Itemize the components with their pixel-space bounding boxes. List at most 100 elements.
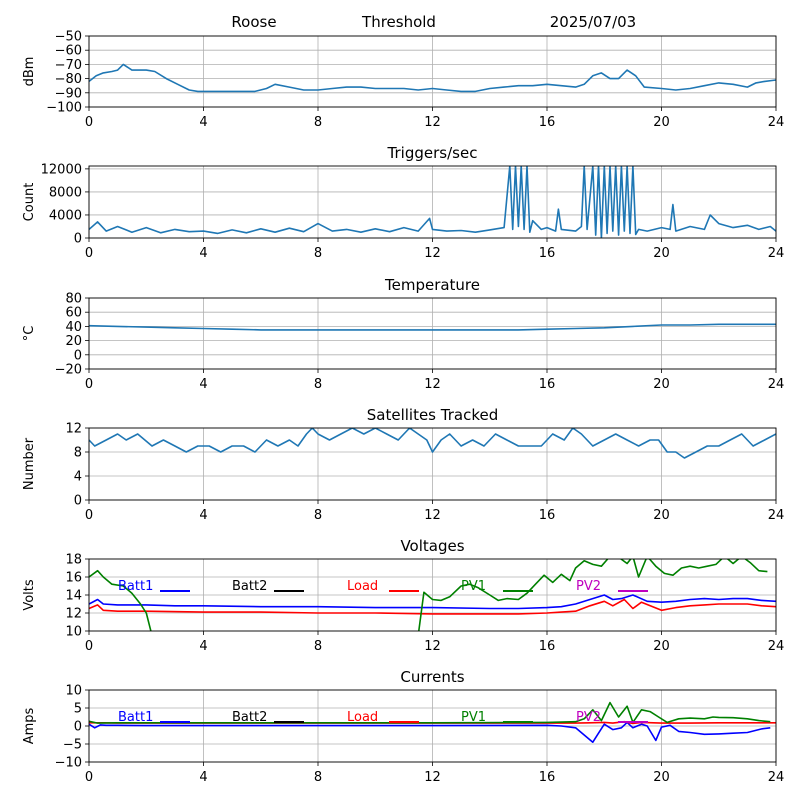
- triggers-ytick-label: 12000: [41, 162, 82, 177]
- triggers-ytick-label: 8000: [49, 185, 82, 200]
- header-mode: Threshold: [361, 13, 436, 31]
- temperature-xtick-label: 12: [424, 377, 441, 392]
- triggers-xtick-label: 12: [424, 246, 441, 261]
- triggers-xtick-label: 24: [768, 246, 785, 261]
- voltages-legend-pv2-label: PV2: [576, 579, 601, 594]
- currents-xtick-label: 0: [85, 770, 93, 785]
- satellites-title: Satellites Tracked: [367, 406, 498, 424]
- triggers-panel: 0 4 8 12 16 20 24 0 4000 8000 12000 Triggers/sec Cou…: [22, 144, 784, 261]
- satellites-ytick-label: 8: [74, 446, 82, 461]
- triggers-ytick-label: 0: [74, 232, 82, 247]
- triggers-xtick-label: 0: [85, 246, 93, 261]
- signal-ytick-label: −100: [46, 101, 82, 116]
- currents-ytick-label: 0: [74, 720, 82, 735]
- temperature-series-0-line: [89, 323, 776, 331]
- triggers-ylabel: Count: [22, 183, 37, 222]
- temperature-ylabel: °C: [22, 326, 37, 342]
- voltages-xtick-label: 12: [424, 639, 441, 654]
- signal-ytick-label: −80: [55, 72, 82, 87]
- satellites-panel: 0 4 8 12 16 20 24 0 4 8 12 Satellites Tracked Number: [22, 406, 784, 523]
- currents-legend-batt1-label: Batt1: [118, 710, 153, 725]
- satellites-xtick-label: 0: [85, 508, 93, 523]
- currents-axes-frame: [88, 689, 777, 763]
- currents-title: Currents: [400, 668, 464, 686]
- voltages-panel: 0 4 8 12 16 20 24 10 12 14 16 18 Voltages Volts Batt1 B…: [22, 537, 784, 654]
- triggers-ytick-label: 4000: [49, 208, 82, 223]
- currents-ytick-label: −10: [55, 756, 82, 771]
- signal-ytick-label: −90: [55, 86, 82, 101]
- signal-ytick-label: −50: [55, 30, 82, 45]
- satellites-ylabel: Number: [22, 437, 37, 490]
- temperature-ytick-label: 40: [65, 320, 82, 335]
- temperature-xtick-label: 16: [539, 377, 556, 392]
- satellites-series-0-line: [89, 428, 776, 459]
- header-station: Roose: [231, 13, 276, 31]
- temperature-ytick-label: −20: [55, 363, 82, 378]
- satellites-axes-frame: [88, 427, 777, 501]
- currents-xtick-label: 8: [314, 770, 322, 785]
- signal-xtick-label: 16: [539, 115, 556, 130]
- satellites-ytick-label: 12: [65, 422, 82, 437]
- currents-xtick-label: 24: [768, 770, 785, 785]
- voltages-xtick-label: 0: [85, 639, 93, 654]
- voltages-legend-batt2-label: Batt2: [232, 579, 267, 594]
- triggers-title: Triggers/sec: [387, 144, 478, 162]
- voltages-legend-pv1-label: PV1: [461, 579, 486, 594]
- currents-series-pv1-line: [89, 701, 771, 724]
- voltages-series-batt1-line: [89, 594, 776, 610]
- currents-legend-load-label: Load: [347, 710, 378, 725]
- signal-ylabel: dBm: [22, 57, 37, 87]
- triggers-xtick-label: 16: [539, 246, 556, 261]
- signal-xtick-label: 20: [653, 115, 670, 130]
- triggers-xtick-label: 20: [653, 246, 670, 261]
- signal-ytick-label: −60: [55, 44, 82, 59]
- signal-series-0-line: [89, 63, 776, 93]
- temperature-axes-frame: [88, 297, 777, 370]
- satellites-xtick-label: 12: [424, 508, 441, 523]
- temperature-ytick-label: 80: [65, 292, 82, 307]
- temperature-xtick-label: 4: [199, 377, 207, 392]
- signal-panel: 0 4 8 12 16 20 24 −100−90−80−70−60−50 dBm: [22, 30, 784, 131]
- temperature-xtick-label: 20: [653, 377, 670, 392]
- currents-ylabel: Amps: [22, 707, 37, 744]
- currents-ytick-label: −5: [63, 738, 82, 753]
- voltages-legend-batt1-label: Batt1: [118, 579, 153, 594]
- voltages-series-load-line: [89, 598, 776, 615]
- header-date: 2025/07/03: [550, 13, 636, 31]
- currents-panel: 0 4 8 12 16 20 24 −10 −5 0 5 10 Currents Amps Batt1 Bat…: [22, 668, 784, 785]
- temperature-ytick-label: 60: [65, 306, 82, 321]
- triggers-xtick-label: 8: [314, 246, 322, 261]
- currents-ytick-label: 5: [74, 702, 82, 717]
- voltages-xtick-label: 24: [768, 639, 785, 654]
- triggers-xtick-label: 4: [199, 246, 207, 261]
- currents-legend-pv1-label: PV1: [461, 710, 486, 725]
- currents-legend-batt2-label: Batt2: [232, 710, 267, 725]
- voltages-ytick-label: 12: [65, 607, 82, 622]
- voltages-xtick-label: 16: [539, 639, 556, 654]
- voltages-xtick-label: 4: [199, 639, 207, 654]
- voltages-ytick-label: 10: [65, 625, 82, 640]
- signal-xtick-label: 12: [424, 115, 441, 130]
- voltages-axes-frame: [88, 558, 777, 632]
- voltages-xtick-label: 20: [653, 639, 670, 654]
- voltages-xtick-label: 8: [314, 639, 322, 654]
- currents-xtick-label: 20: [653, 770, 670, 785]
- currents-xtick-label: 12: [424, 770, 441, 785]
- voltages-ytick-label: 18: [65, 553, 82, 568]
- satellites-xtick-label: 8: [314, 508, 322, 523]
- signal-xtick-label: 4: [199, 115, 207, 130]
- currents-legend-pv2-label: PV2: [576, 710, 601, 725]
- satellites-xtick-label: 4: [199, 508, 207, 523]
- voltages-ylabel: Volts: [22, 579, 37, 611]
- voltages-title: Voltages: [400, 537, 464, 555]
- currents-series-batt1-line: [89, 721, 771, 744]
- voltages-series-pv1-line: [89, 559, 768, 631]
- temperature-xtick-label: 24: [768, 377, 785, 392]
- temperature-title: Temperature: [384, 276, 480, 294]
- signal-ytick-label: −70: [55, 58, 82, 73]
- signal-xtick-label: 8: [314, 115, 322, 130]
